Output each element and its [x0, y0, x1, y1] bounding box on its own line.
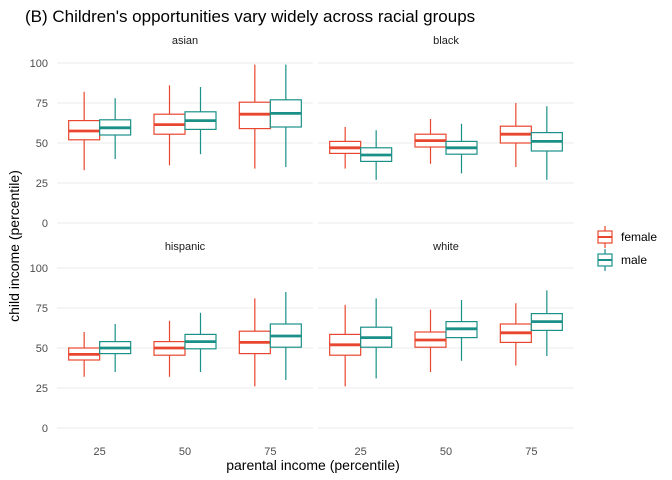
box-male	[99, 324, 132, 372]
box-male	[445, 123, 478, 174]
box-male	[184, 87, 217, 155]
facet-label: white	[432, 241, 459, 253]
y-tick-label: 75	[36, 98, 48, 110]
chart-panels: asian 0 25 50 75 100 black hispanic 0 25 50 75 100 25…	[30, 35, 574, 458]
panel-white: white 25 50 75	[318, 241, 574, 458]
chart-title: (B) Children's opportunities vary widely…	[25, 7, 475, 26]
y-tick-label: 25	[36, 383, 48, 395]
y-tick-label: 100	[30, 263, 48, 275]
box-female	[153, 85, 186, 166]
box-female	[329, 127, 362, 169]
y-tick-label: 25	[36, 178, 48, 190]
x-tick-label: 25	[355, 446, 367, 458]
panel-hispanic: hispanic 0 25 50 75 100 25 50 75	[30, 241, 313, 458]
box-female	[238, 64, 271, 169]
y-tick-label: 50	[36, 138, 48, 150]
box-female	[68, 332, 101, 377]
box-female	[499, 303, 532, 366]
box-male	[184, 312, 217, 372]
legend-item-female: female	[597, 226, 657, 248]
y-tick-label: 100	[30, 58, 48, 70]
box-male	[445, 300, 478, 361]
box-male	[99, 98, 132, 159]
facet-label: black	[433, 35, 459, 47]
panel-asian: asian 0 25 50 75 100	[30, 35, 313, 230]
x-tick-label: 75	[525, 446, 537, 458]
legend-label: female	[621, 230, 657, 244]
x-axis-title: parental income (percentile)	[226, 457, 400, 473]
box-female	[414, 119, 447, 164]
box-male	[269, 292, 302, 380]
box-female	[414, 309, 447, 372]
y-tick-label: 50	[36, 343, 48, 355]
box-male	[360, 298, 393, 379]
y-tick-label: 0	[42, 423, 48, 435]
box-female	[153, 320, 186, 377]
y-tick-label: 75	[36, 303, 48, 315]
legend-label: male	[621, 253, 647, 267]
box-male	[530, 106, 563, 180]
facet-label: asian	[172, 35, 198, 47]
legend-item-male: male	[597, 249, 647, 271]
panel-black: black	[318, 35, 574, 224]
facet-label: hispanic	[165, 241, 206, 253]
box-female	[238, 298, 271, 387]
y-tick-label: 0	[42, 218, 48, 230]
box-male	[269, 64, 302, 167]
box-male	[530, 290, 563, 356]
box-female	[68, 91, 101, 171]
legend: female male	[597, 226, 657, 271]
x-tick-label: 25	[94, 446, 106, 458]
box-female	[329, 304, 362, 387]
box-female	[499, 103, 532, 167]
x-tick-label: 75	[264, 446, 276, 458]
box-male	[360, 130, 393, 180]
x-tick-label: 50	[440, 446, 452, 458]
y-axis-title: child income (percentile)	[6, 170, 22, 322]
x-tick-label: 50	[179, 446, 191, 458]
